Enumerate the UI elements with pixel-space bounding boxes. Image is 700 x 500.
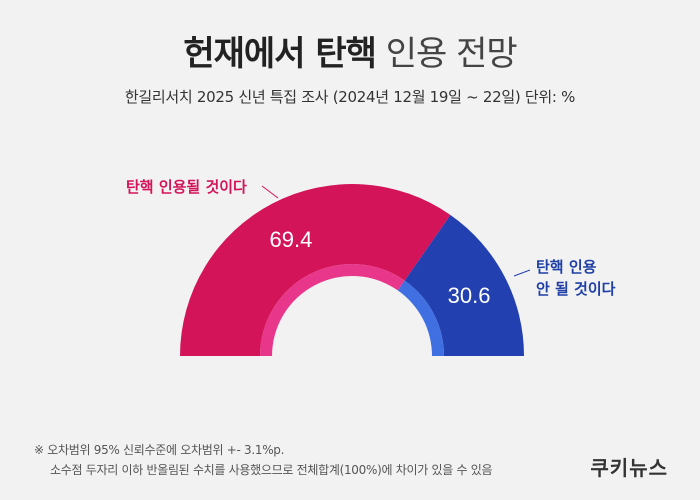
data-label-1: 30.6 (448, 283, 491, 308)
footnote-line1: ※ 오차범위 95% 신뢰수준에 오차범위 +- 3.1%p. (34, 443, 285, 457)
slice-label-no-line1: 탄핵 인용 (536, 258, 597, 276)
slice-label-no: 탄핵 인용 안 될 것이다 (536, 256, 615, 300)
title-light: 인용 전망 (385, 34, 518, 74)
leader-line-0 (261, 185, 279, 199)
leader-line-1 (513, 269, 531, 277)
footnote: ※ 오차범위 95% 신뢰수준에 오차범위 +- 3.1%p. 소수점 두자리 … (34, 440, 492, 480)
slice-inner-ring-1 (397, 280, 444, 356)
slice-label-no-line2: 안 될 것이다 (536, 280, 616, 298)
footnote-line2: 소수점 두자리 이하 반올림된 수치를 사용했으므로 전체합계(100%)에 차… (50, 463, 493, 477)
title-bold: 헌재에서 탄핵 (183, 34, 377, 74)
slice-1 (404, 214, 524, 356)
chart-subtitle: 한길리서치 2025 신년 특집 조사 (2024년 12월 19일 ~ 22일… (124, 88, 576, 106)
slice-inner-ring-0 (260, 264, 405, 356)
slice-0 (180, 184, 451, 356)
chart-title: 헌재에서 탄핵 인용 전망 (0, 26, 700, 75)
data-label-0: 69.4 (270, 227, 313, 252)
slice-label-yes: 탄핵 인용될 것이다 (126, 178, 247, 196)
brand-logo: 쿠키뉴스 (590, 456, 668, 480)
